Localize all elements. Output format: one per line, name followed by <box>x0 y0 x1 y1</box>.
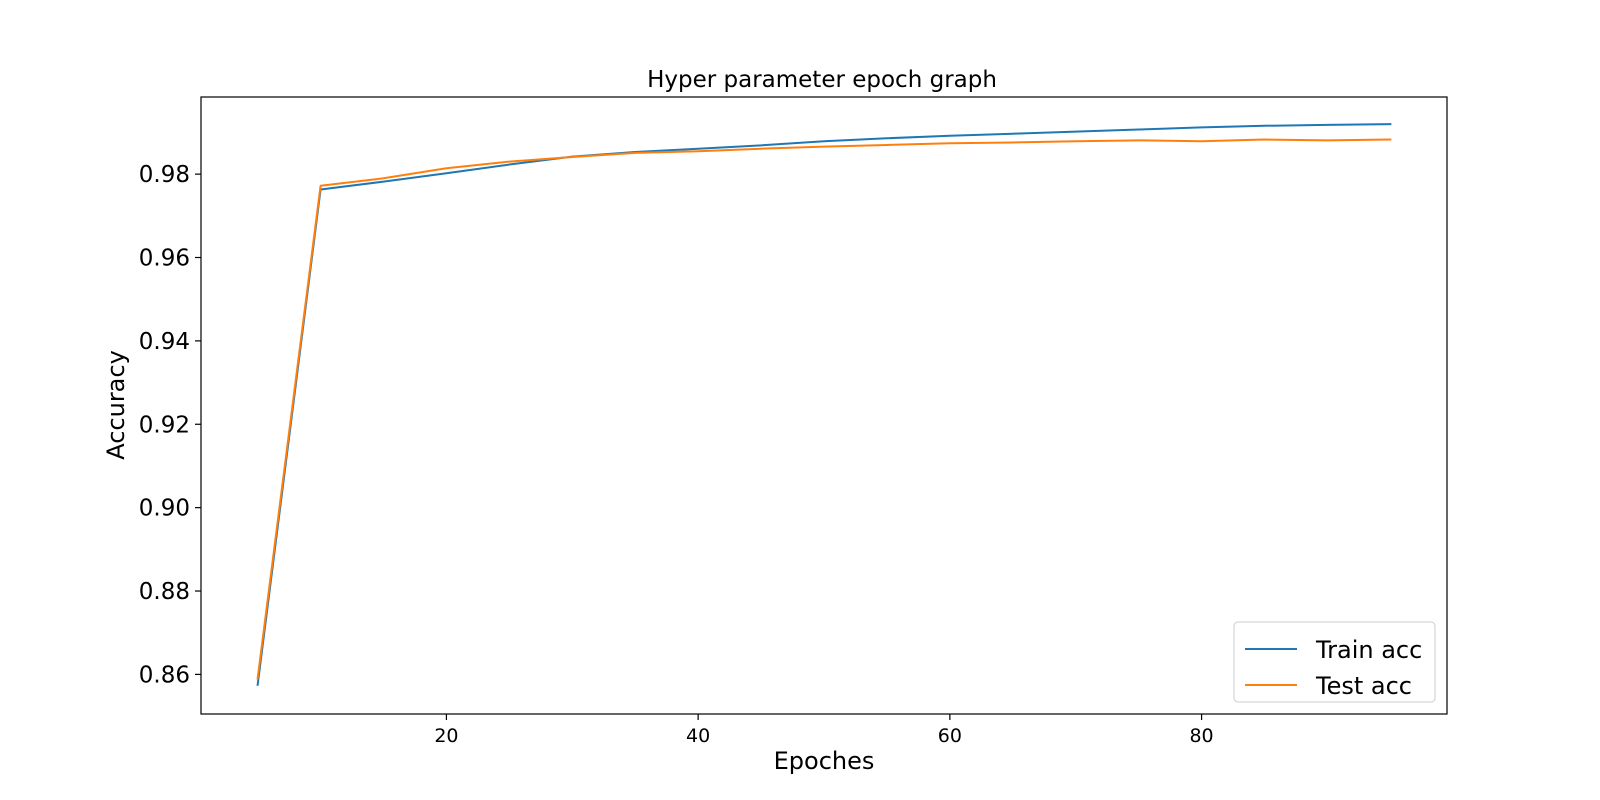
x-axis: 20 40 60 80 <box>434 714 1214 747</box>
y-tick-label: 0.98 <box>139 162 190 188</box>
plot-frame <box>200 96 1448 715</box>
y-tick-label: 0.88 <box>139 579 190 605</box>
x-axis-label: Epoches <box>774 747 875 775</box>
y-tick-label: 0.96 <box>139 246 190 272</box>
y-tick-label: 0.90 <box>139 496 190 522</box>
legend: Train acc Test acc <box>1233 621 1436 703</box>
y-tick-label: 0.94 <box>139 329 190 355</box>
series-line-test-acc <box>256 138 1392 680</box>
legend-label: Test acc <box>1315 672 1412 700</box>
y-tick-label: 0.86 <box>139 662 190 688</box>
y-axis: 0.86 0.88 0.90 0.92 0.94 0.96 0.98 <box>139 162 201 688</box>
plot-area <box>256 123 1392 686</box>
x-tick-label: 80 <box>1189 725 1213 747</box>
x-tick-label: 20 <box>434 725 458 747</box>
series-line-train-acc <box>256 123 1392 686</box>
y-axis-label: Accuracy <box>102 350 130 460</box>
legend-box <box>1233 621 1436 703</box>
legend-label: Train acc <box>1315 636 1422 664</box>
chart-title: Hyper parameter epoch graph <box>647 67 997 93</box>
x-tick-label: 60 <box>938 725 962 747</box>
y-tick-label: 0.92 <box>139 412 190 438</box>
x-tick-label: 40 <box>686 725 710 747</box>
